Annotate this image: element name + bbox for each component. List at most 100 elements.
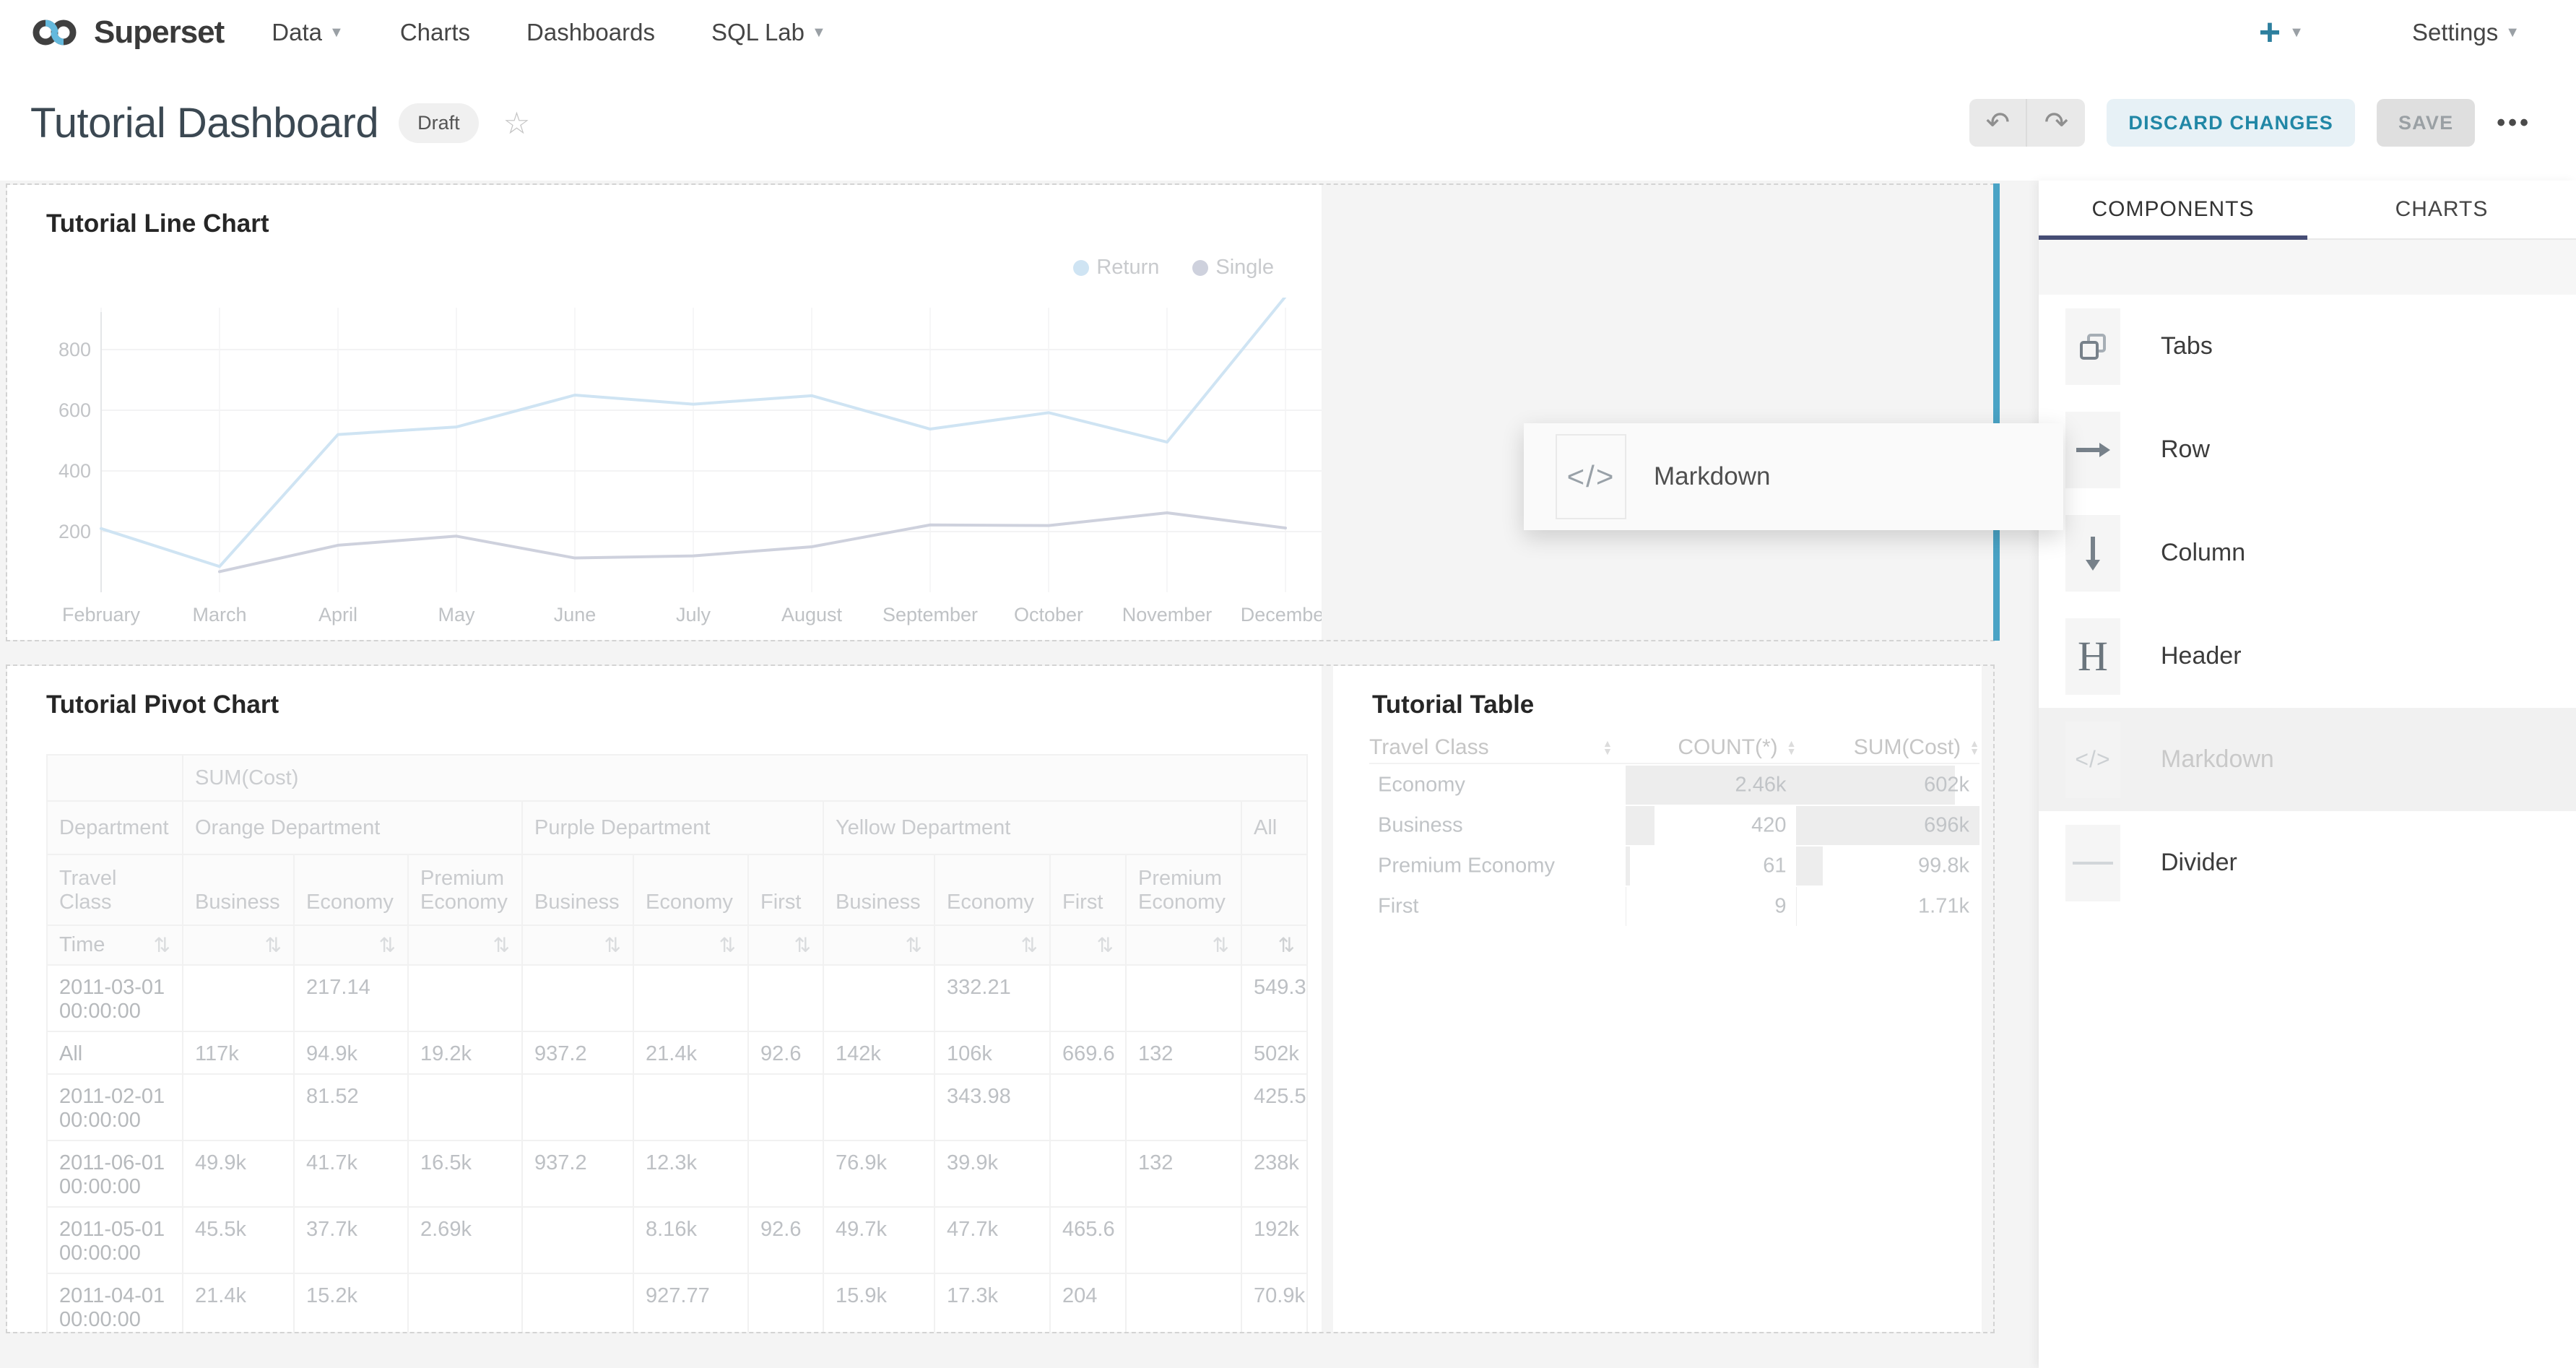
more-options-button[interactable]: ••• [2497,108,2531,137]
chevron-down-icon: ▼ [812,24,826,40]
pivot-cell [633,964,749,1032]
pivot-cell: 16.5k [407,1140,523,1208]
sort-icon[interactable]: ⇅ [1212,934,1229,956]
favorite-star-icon[interactable]: ☆ [503,105,531,140]
sidebar-item-markdown[interactable]: </> Markdown [2039,708,2576,811]
discard-changes-button[interactable]: DISCARD CHANGES [2107,99,2355,147]
pivot-cell: 142k [823,1031,935,1075]
pivot-cell [407,1073,523,1141]
pivot-travel-class-header: Economy [293,854,409,926]
new-item-button[interactable]: + ▼ [2258,12,2304,53]
undo-button[interactable]: ↶ [1969,99,2028,147]
pivot-sort-header[interactable]: ⇅ [934,925,1051,966]
sort-icon[interactable]: ⇅ [264,934,282,956]
redo-button[interactable]: ↷ [2027,99,2085,147]
legend-item-single[interactable]: Single [1192,256,1274,280]
sidebar-item-row[interactable]: Row [2039,398,2576,501]
pivot-sort-header[interactable]: ⇅ [823,925,935,966]
pivot-cell: 19.2k [407,1031,523,1075]
travel-class-cell: First [1378,894,1419,918]
pivot-time-sort-header[interactable]: Time ⇅ [46,925,183,966]
save-button[interactable]: SAVE [2376,99,2476,147]
sort-icon[interactable]: ⇅ [153,934,170,956]
sort-icon[interactable]: ⇅ [719,934,736,956]
sidebar-item-header[interactable]: H Header [2039,605,2576,708]
pivot-sort-header[interactable]: ⇅ [407,925,523,966]
column-header-count[interactable]: COUNT(*) ▲ ▼ [1678,735,1797,759]
pivot-sort-header[interactable]: ⇅ [521,925,634,966]
column-header-sum-cost[interactable]: SUM(Cost) ▲ ▼ [1853,735,1979,759]
pivot-sort-header[interactable]: ⇅ [633,925,749,966]
tab-charts[interactable]: CHARTS [2395,197,2489,221]
nav-item-charts[interactable]: Charts [399,19,471,46]
pivot-cell [182,1073,295,1141]
sum-cost-cell: 602k [1796,766,1979,805]
sort-icon[interactable]: ⇅ [378,934,396,956]
pivot-travel-class-header: First [747,854,824,926]
pivot-cell: 92.6 [747,1031,824,1075]
plus-icon: + [2258,12,2281,53]
pivot-cell: 502k [1240,1031,1309,1075]
sort-icon[interactable]: ⇅ [1020,934,1038,956]
nav-item-data[interactable]: Data ▼ [272,19,344,46]
sort-icon[interactable]: ⇅ [1278,934,1296,956]
pivot-row-header: 2011-05-01 00:00:00 [46,1206,183,1274]
pivot-cell: 192k [1240,1206,1309,1274]
pivot-sort-header[interactable]: ⇅ [1125,925,1242,966]
pivot-cell: 106k [934,1031,1051,1075]
top-nav: Superset Data ▼ Charts Dashboards SQL Lab… [0,0,2576,65]
table-chart-card[interactable]: Tutorial Table Travel Class ▲ ▼ COUNT(*) … [1333,666,1982,1332]
pivot-cell [1049,1073,1127,1141]
pivot-sort-header[interactable]: ⇅ [182,925,295,966]
pivot-department-header: All [1240,800,1309,855]
pivot-travel-class-header: Premium Economy [407,854,523,926]
pivot-cell: 39.9k [934,1140,1051,1208]
pivot-sort-header[interactable]: ⇅ [1049,925,1127,966]
svg-text:July: July [676,604,711,625]
pivot-sort-header[interactable]: ⇅ [747,925,824,966]
settings-menu[interactable]: Settings ▼ [2411,19,2520,46]
markdown-drag-preview[interactable]: </> Markdown [1524,423,2063,530]
pivot-corner-cell [46,754,183,802]
value-bar [1625,806,1655,845]
count-cell: 9 [1625,887,1787,926]
line-chart-card[interactable]: Tutorial Line Chart Return Single Februa… [7,185,1322,640]
value-bar [1625,766,1797,805]
chevron-down-icon: ▼ [329,24,344,40]
nav-item-sql-lab[interactable]: SQL Lab ▼ [711,19,826,46]
pivot-cell [521,1073,634,1141]
svg-text:April: April [318,604,357,625]
sort-icon[interactable]: ⇅ [905,934,922,956]
pivot-travel-class-header: Business [823,854,935,926]
pivot-cell [747,964,824,1032]
nav-menu: Data ▼ Charts Dashboards SQL Lab ▼ [272,19,826,46]
sidebar-item-column[interactable]: Column [2039,501,2576,605]
sort-icon[interactable]: ⇅ [794,934,811,956]
tab-components[interactable]: COMPONENTS [2091,197,2255,221]
value-bar [1625,847,1630,886]
pivot-cell: 332.21 [934,964,1051,1032]
pivot-sort-header[interactable]: ⇅ [1240,925,1309,966]
sort-icon[interactable]: ⇅ [604,934,621,956]
sidebar-item-divider[interactable]: Divider [2039,811,2576,914]
dashboard-canvas: Tutorial Line Chart Return Single Februa… [0,181,2063,1368]
sidebar-item-tabs[interactable]: Tabs [2039,295,2576,398]
sort-icon[interactable]: ⇅ [493,934,510,956]
superset-logo[interactable]: Superset [30,14,225,51]
page-title[interactable]: Tutorial Dashboard [30,99,379,147]
legend-item-return[interactable]: Return [1073,256,1159,280]
pivot-chart-card[interactable]: Tutorial Pivot Chart SUM(Cost) Department… [7,666,1322,1332]
sort-icon[interactable]: ⇅ [1096,934,1114,956]
pivot-cell [407,1273,523,1332]
svg-text:200: 200 [58,521,91,542]
nav-item-dashboards[interactable]: Dashboards [526,19,655,46]
code-icon: </> [1556,434,1626,519]
pivot-sort-header[interactable]: ⇅ [293,925,409,966]
pivot-cell: 669.6 [1049,1031,1127,1075]
pivot-table: SUM(Cost) Department Orange Department Purp… [46,754,1309,1332]
pivot-cell: 76.9k [823,1140,935,1208]
column-header-travel-class[interactable]: Travel Class ▲ ▼ [1369,735,1613,759]
svg-text:March: March [192,604,246,625]
count-cell: 61 [1625,847,1797,886]
pivot-travel-class-header: Business [521,854,634,926]
